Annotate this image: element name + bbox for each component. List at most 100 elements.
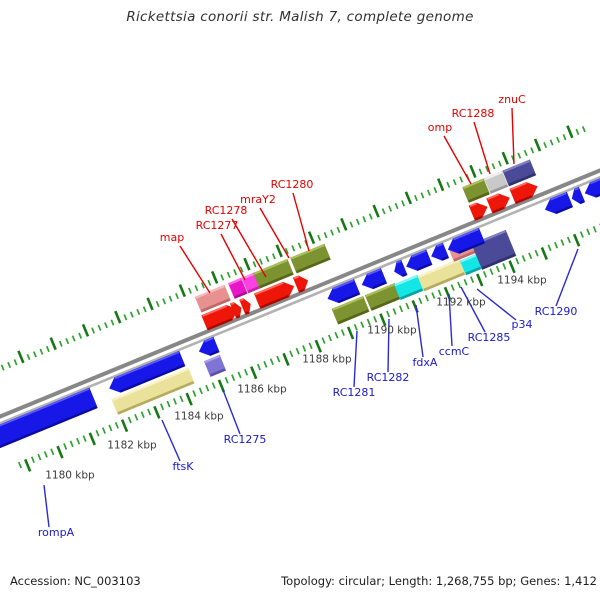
gene-arrow-RC1275-bevel-top [204,337,214,343]
gene-box-znuC[interactable] [502,159,537,187]
leader-line-ccmC [448,293,453,347]
gene-label-fdxA[interactable]: fdxA [413,356,438,369]
gene-box-RC1282[interactable] [364,283,401,311]
gene-label-RC1288[interactable]: RC1288 [452,107,495,120]
minor-tick-above [478,168,483,175]
gene-arrow-RC1282-bevel-bottom [372,281,387,289]
leader-line-RC1277 [220,233,246,281]
gene-label-ftsK[interactable]: ftsK [173,460,195,473]
minor-tick-below [82,435,87,442]
gene-arrow-unnamed[interactable] [582,175,600,202]
gene-arrow-ftsK[interactable] [106,350,186,396]
leader-line-RC1275 [222,389,241,435]
gene-arrow-RC1288-bevel-top [487,193,500,200]
minor-tick-above [265,255,270,263]
gene-arrow-unnamed-bevel-top [240,298,244,302]
minor-tick-above [200,282,205,289]
gene-label-RC1277[interactable]: RC1277 [196,219,239,232]
major-tick-below [314,339,322,353]
gene-arrow-unnamed-bevel-bottom [245,311,250,315]
gene-arrow-RC1275[interactable] [196,336,220,359]
gene-label-ccmC[interactable]: ccmC [439,345,470,358]
major-tick-above [275,244,283,258]
leader-line-p34 [476,288,517,321]
gene-label-RC1280[interactable]: RC1280 [271,178,314,191]
major-tick-below [24,458,32,472]
minor-tick-below [43,451,48,458]
gene-box-fdxA[interactable] [393,274,424,301]
gene-box-RC1281[interactable] [331,295,370,325]
leader-line-ftsK [161,419,181,462]
minor-tick-above [349,221,354,228]
gene-arrow-unnamed[interactable] [239,296,254,315]
gene-label-RC1281[interactable]: RC1281 [333,386,376,399]
gene-box-ftsK-bevel-bottom [117,381,195,415]
gene-arrow-unnamed-bevel-bottom [579,200,585,204]
gene-arrow-RC1288-bevel-bottom [492,206,505,214]
gene-arrow-unnamed[interactable] [230,300,245,319]
gene-arrow-unnamed[interactable] [428,242,450,264]
minor-tick-below [592,225,597,233]
gene-label-RC1285[interactable]: RC1285 [468,331,511,344]
minor-tick-below [114,421,119,429]
kbp-label: 1184 kbp [174,411,224,423]
gene-label-p34[interactable]: p34 [512,318,533,331]
minor-tick-below [198,387,203,395]
gene-box-unnamed[interactable] [417,258,466,292]
minor-tick-above [549,139,554,146]
gene-arrow-rompA[interactable] [0,387,98,450]
gene-label-rompA[interactable]: rompA [38,526,75,539]
gene-arrow-RC1290-bevel-top [550,192,567,201]
gene-label-RC1275[interactable]: RC1275 [224,433,267,446]
minor-tick-above [239,266,244,273]
major-tick-above [17,350,25,364]
gene-label-map[interactable]: map [160,231,184,244]
gene-label-omp[interactable]: omp [428,121,452,134]
gene-box-RC1280[interactable] [290,243,331,274]
gene-arrow-unnamed[interactable] [569,186,586,206]
genome-backbone [0,163,600,425]
gene-arrow-unnamed-bevel-top [574,187,579,191]
gene-arrow-unnamed[interactable] [391,259,408,279]
gene-box-ccmC-bevel-bottom [465,266,482,276]
minor-tick-below [30,456,35,464]
minor-tick-below [140,411,145,419]
gene-box-RC1282-bevel-bottom [370,296,401,311]
minor-tick-above [58,340,63,347]
gene-arrow-map[interactable] [201,302,241,331]
minor-tick-above [71,335,76,342]
major-tick-below [217,379,226,393]
gene-label-mraY2[interactable]: mraY2 [240,193,276,206]
gene-arrow-unnamed[interactable] [445,227,486,257]
minor-tick-below [566,236,571,244]
minor-tick-below [373,316,378,323]
leader-line-RC1288 [473,121,491,175]
minor-tick-above [162,298,167,305]
major-tick-above [178,284,187,298]
gene-arrow-omp[interactable] [468,199,491,221]
minor-tick-below [463,278,468,286]
minor-tick-below [69,440,74,448]
gene-box-ftsK[interactable] [111,367,195,415]
gene-label-znuC[interactable]: znuC [498,93,526,106]
gene-arrow-unnamed-bevel-bottom [441,256,449,261]
kbp-label: 1192 kbp [436,297,486,309]
minor-tick-above [207,279,212,286]
kbp-label: 1180 kbp [45,470,95,482]
gene-label-RC1278[interactable]: RC1278 [205,204,248,217]
minor-tick-above [530,147,535,154]
gene-arrow-rompA-bevel-bottom [0,406,97,450]
kbp-label: 1190 kbp [367,325,417,337]
gene-box-mraY2[interactable] [253,258,294,289]
gene-arrow-RC1280[interactable] [292,273,311,293]
minor-tick-below [424,294,429,302]
major-tick-above [436,178,445,192]
gene-box-map[interactable] [194,284,231,313]
minor-tick-above [65,337,70,345]
gene-label-RC1282[interactable]: RC1282 [367,371,410,384]
gene-arrow-unnamed[interactable] [254,278,297,309]
gene-label-RC1290[interactable]: RC1290 [535,305,578,318]
major-tick-below [476,273,484,287]
minor-tick-above [401,200,405,207]
